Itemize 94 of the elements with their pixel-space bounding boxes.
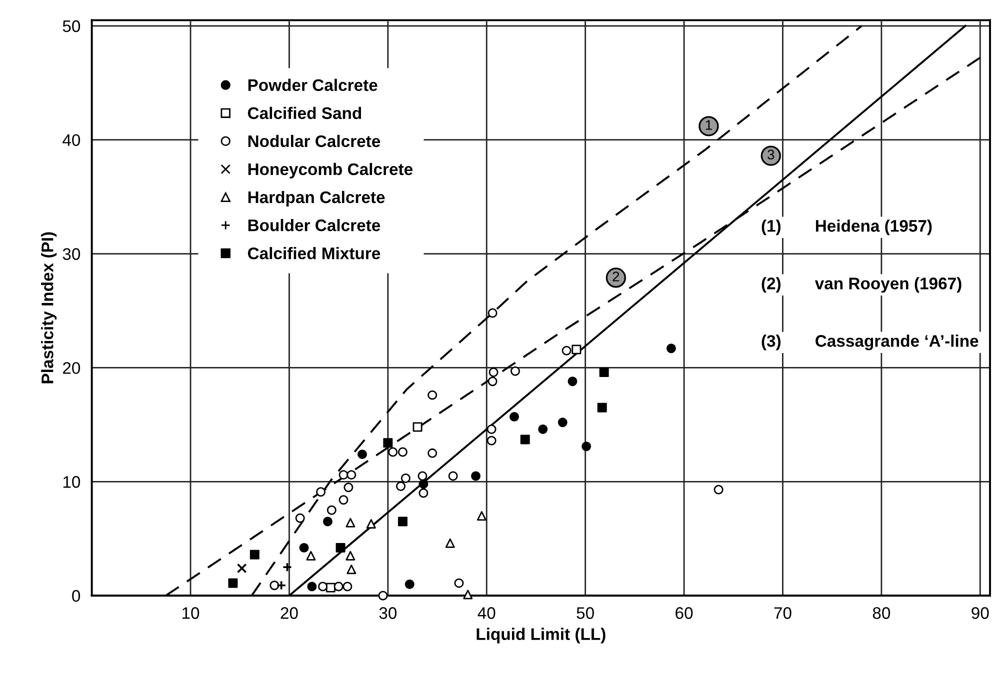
point — [346, 550, 356, 560]
y-tick-label: 50 — [62, 20, 80, 32]
legend-label: Boulder Calcrete — [248, 218, 380, 232]
point — [306, 550, 316, 560]
x-tick-label: 10 — [182, 607, 200, 619]
legend-label: Honeycomb Calcrete — [248, 162, 413, 178]
point — [412, 422, 422, 432]
point — [346, 564, 356, 574]
point — [334, 582, 344, 592]
legend-label: Calcified Mixture — [248, 247, 380, 260]
point — [338, 495, 348, 505]
y-tick-label: 0 — [72, 590, 80, 602]
text: (3) Cassagrande ‘A’-line — [762, 334, 978, 350]
point — [714, 484, 724, 494]
x-tick-label: 70 — [774, 607, 792, 619]
y-axis-title: Plasticity Index (PI) — [41, 232, 57, 384]
point — [510, 366, 520, 376]
x-axis-title: Liquid Limit (LL) — [476, 628, 606, 644]
point — [378, 590, 388, 600]
y-tick-label: 40 — [62, 134, 80, 146]
point — [299, 543, 309, 552]
point — [558, 418, 568, 428]
x-tick-label: 30 — [379, 607, 397, 619]
x-tick-label: 20 — [280, 607, 298, 619]
point — [270, 580, 280, 590]
point — [318, 582, 328, 592]
point — [488, 308, 498, 318]
x-tick-label: 50 — [576, 607, 594, 619]
point — [562, 346, 572, 356]
point — [398, 447, 408, 457]
point — [322, 516, 332, 526]
point — [445, 538, 455, 548]
legend-label: Nodular Calcrete — [248, 134, 380, 148]
point — [396, 481, 406, 491]
legend-label: Powder Calcrete — [248, 78, 378, 92]
point — [428, 448, 438, 458]
point — [295, 513, 305, 523]
point — [454, 578, 464, 588]
point — [383, 438, 393, 448]
point — [538, 424, 548, 434]
legend-label: Calcified Sand — [248, 106, 362, 120]
point — [358, 450, 368, 460]
annotation: 1 — [706, 120, 712, 130]
point — [599, 368, 609, 378]
point — [471, 471, 481, 481]
point — [418, 479, 428, 489]
point — [316, 487, 326, 497]
point — [338, 470, 348, 480]
point — [666, 344, 676, 354]
point — [463, 590, 473, 600]
x-tick-label: 90 — [972, 607, 989, 619]
point — [400, 474, 410, 483]
y-tick-label: 30 — [62, 248, 80, 260]
point — [336, 543, 346, 552]
point — [488, 376, 498, 386]
point — [388, 447, 398, 457]
point — [486, 436, 496, 446]
point — [282, 562, 292, 572]
point — [418, 471, 428, 481]
point — [448, 471, 458, 481]
point — [520, 434, 530, 444]
annotation: 2 — [612, 272, 620, 282]
y-tick-label: 20 — [63, 362, 80, 374]
point — [346, 470, 356, 480]
point — [568, 376, 578, 386]
point — [344, 482, 354, 492]
x-tick-label: 80 — [872, 607, 890, 619]
point — [228, 578, 238, 588]
annotation: 3 — [768, 150, 774, 160]
point — [366, 519, 376, 529]
x-tick-label: 60 — [676, 607, 693, 619]
text: (2) van Rooyen (1967) — [762, 277, 962, 293]
point — [510, 412, 520, 422]
point — [250, 550, 260, 560]
legend-label: Hardpan Calcrete — [248, 190, 385, 206]
x-tick-label: 40 — [478, 607, 496, 619]
y-tick-label: 10 — [63, 476, 80, 488]
point — [572, 344, 582, 354]
point — [326, 505, 336, 515]
point — [307, 582, 317, 592]
point — [428, 390, 438, 400]
point — [346, 518, 356, 528]
point — [486, 424, 496, 434]
point — [418, 488, 428, 498]
point — [398, 516, 408, 526]
point — [488, 368, 498, 378]
point — [404, 579, 414, 589]
point — [236, 563, 247, 574]
point — [597, 402, 607, 412]
point — [582, 442, 592, 452]
text: (1) Heidena (1957) — [762, 220, 932, 236]
point — [476, 511, 486, 521]
point — [342, 582, 352, 592]
point — [276, 580, 286, 590]
